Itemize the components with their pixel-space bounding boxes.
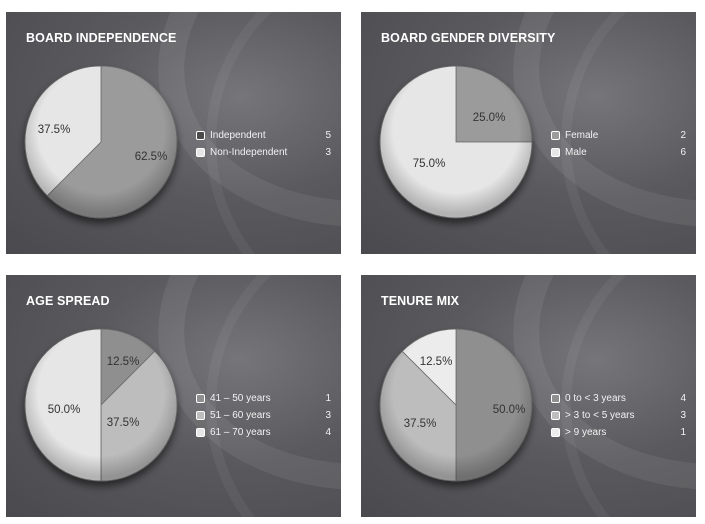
legend-count: 4 — [680, 393, 686, 404]
legend-label: 41 – 50 years — [210, 393, 271, 404]
slice-percent-label: 12.5% — [107, 356, 140, 368]
legend-count: 3 — [325, 410, 331, 421]
legend-item: 0 to < 3 years 4 — [551, 393, 686, 410]
chart-legend: Independent 5 Non-Independent 3 — [196, 130, 331, 164]
slice-percent-label: 50.0% — [48, 404, 81, 416]
slice-percent-label: 50.0% — [493, 404, 526, 416]
legend-swatch — [196, 394, 205, 403]
legend-count: 3 — [325, 147, 331, 158]
legend-count: 4 — [325, 427, 331, 438]
legend-item: Female 2 — [551, 130, 686, 147]
pie-chart: 25.0% 75.0% — [379, 65, 533, 219]
legend-count: 6 — [680, 147, 686, 158]
legend-label: Female — [565, 130, 599, 141]
slice-percent-label: 37.5% — [38, 124, 71, 136]
chart-title: BOARD GENDER DIVERSITY — [381, 31, 556, 45]
pie-shading — [25, 66, 177, 218]
slice-percent-label: 75.0% — [413, 158, 446, 170]
slice-percent-label: 25.0% — [473, 112, 506, 124]
slice-percent-label: 37.5% — [107, 417, 140, 429]
legend-label: Male — [565, 147, 587, 158]
board-gender-diversity-panel: BOARD GENDER DIVERSITY 25.0% 75.0% Female… — [361, 12, 696, 254]
legend-item: 41 – 50 years 1 — [196, 393, 331, 410]
legend-swatch — [196, 411, 205, 420]
legend-item: Non-Independent 3 — [196, 147, 331, 164]
legend-swatch — [551, 428, 560, 437]
chart-title: BOARD INDEPENDENCE — [26, 31, 177, 45]
chart-title: AGE SPREAD — [26, 294, 110, 308]
legend-label: Independent — [210, 130, 266, 141]
legend-item: > 3 to < 5 years 3 — [551, 410, 686, 427]
legend-item: Independent 5 — [196, 130, 331, 147]
legend-count: 2 — [680, 130, 686, 141]
legend-count: 1 — [680, 427, 686, 438]
chart-title: TENURE MIX — [381, 294, 460, 308]
legend-label: 51 – 60 years — [210, 410, 271, 421]
legend-swatch — [551, 148, 560, 157]
legend-item: 51 – 60 years 3 — [196, 410, 331, 427]
pie-shading — [380, 66, 532, 218]
slice-percent-label: 37.5% — [404, 418, 437, 430]
tenure-mix-panel: TENURE MIX 50.0% 37.5% 12.5% 0 to < 3 year… — [361, 275, 696, 517]
legend-swatch — [551, 131, 560, 140]
legend-label: > 9 years — [565, 427, 607, 438]
legend-label: Non-Independent — [210, 147, 288, 158]
legend-label: 0 to < 3 years — [565, 393, 626, 404]
legend-count: 1 — [325, 393, 331, 404]
pie-chart: 50.0% 37.5% 12.5% — [379, 328, 533, 482]
legend-count: 3 — [680, 410, 686, 421]
pie-chart: 62.5% 37.5% — [24, 65, 178, 219]
pie-shading — [25, 329, 177, 481]
age-spread-panel: AGE SPREAD 12.5% 37.5% 50.0% 41 – 50 years… — [6, 275, 341, 517]
legend-item: Male 6 — [551, 147, 686, 164]
chart-legend: 41 – 50 years 1 51 – 60 years 3 61 – 70 year… — [196, 393, 331, 444]
legend-swatch — [196, 131, 205, 140]
slice-percent-label: 12.5% — [420, 356, 453, 368]
board-independence-panel: BOARD INDEPENDENCE 62.5% 37.5% Independen… — [6, 12, 341, 254]
legend-item: 61 – 70 years 4 — [196, 427, 331, 444]
chart-legend: Female 2 Male 6 — [551, 130, 686, 164]
legend-count: 5 — [325, 130, 331, 141]
legend-swatch — [551, 411, 560, 420]
slice-percent-label: 62.5% — [135, 151, 168, 163]
pie-chart: 12.5% 37.5% 50.0% — [24, 328, 178, 482]
legend-label: > 3 to < 5 years — [565, 410, 635, 421]
legend-item: > 9 years 1 — [551, 427, 686, 444]
chart-legend: 0 to < 3 years 4 > 3 to < 5 years 3 > 9 year… — [551, 393, 686, 444]
legend-swatch — [196, 148, 205, 157]
legend-swatch — [196, 428, 205, 437]
pie-shading — [380, 329, 532, 481]
legend-label: 61 – 70 years — [210, 427, 271, 438]
legend-swatch — [551, 394, 560, 403]
